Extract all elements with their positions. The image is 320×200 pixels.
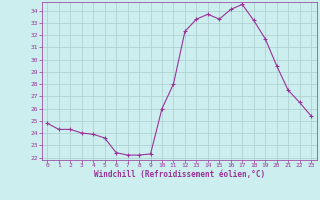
X-axis label: Windchill (Refroidissement éolien,°C): Windchill (Refroidissement éolien,°C) (94, 170, 265, 179)
